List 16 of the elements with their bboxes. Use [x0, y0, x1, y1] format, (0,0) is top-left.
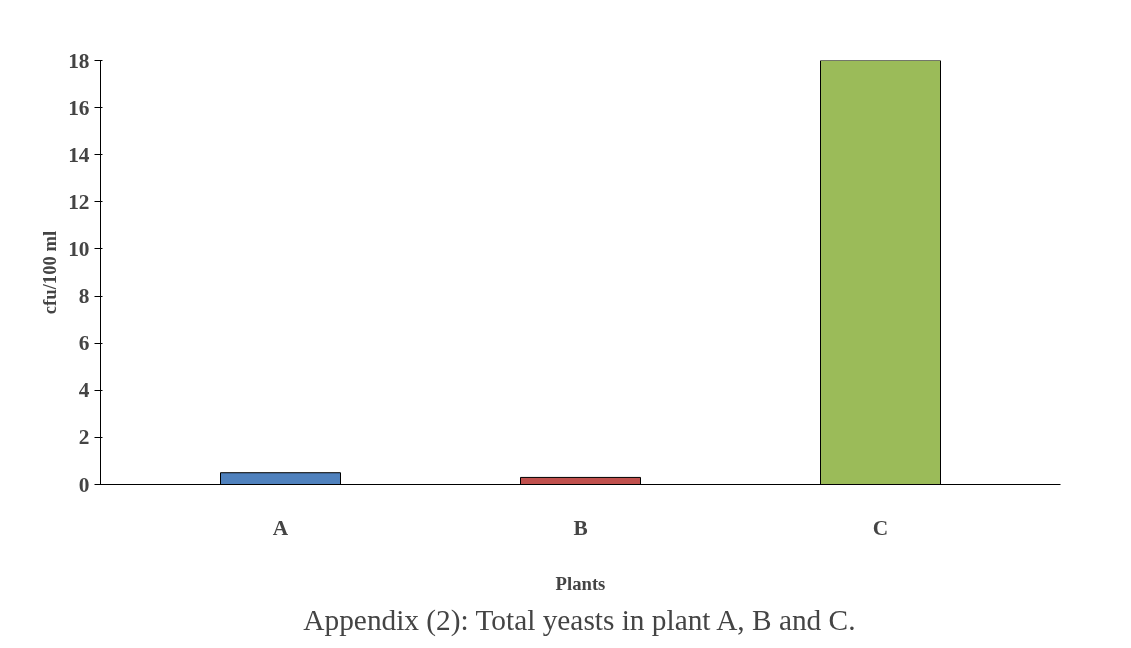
text: Appendix (2): Total yeasts in plant A, B and C.: [303, 603, 856, 637]
x-axis-title: Plants: [555, 572, 606, 594]
y-axis-title: cfu/100 ml: [39, 230, 61, 315]
y-tick-label: 16: [68, 95, 90, 120]
y-tick-label: 12: [68, 189, 90, 214]
x-tick-label: C: [872, 515, 889, 540]
x-tick-label: B: [573, 515, 588, 540]
y-tick-label: 8: [78, 284, 90, 309]
y-tick-label: 4: [78, 378, 90, 403]
y-tick-label: 2: [78, 425, 90, 450]
y-tick-label: 6: [78, 331, 90, 356]
y-tick-label: 10: [68, 236, 90, 261]
y-tick-label: 18: [68, 48, 90, 73]
y-tick-label: 14: [68, 142, 90, 167]
x-tick-label: A: [272, 515, 289, 540]
y-tick-label: 0: [78, 472, 90, 497]
